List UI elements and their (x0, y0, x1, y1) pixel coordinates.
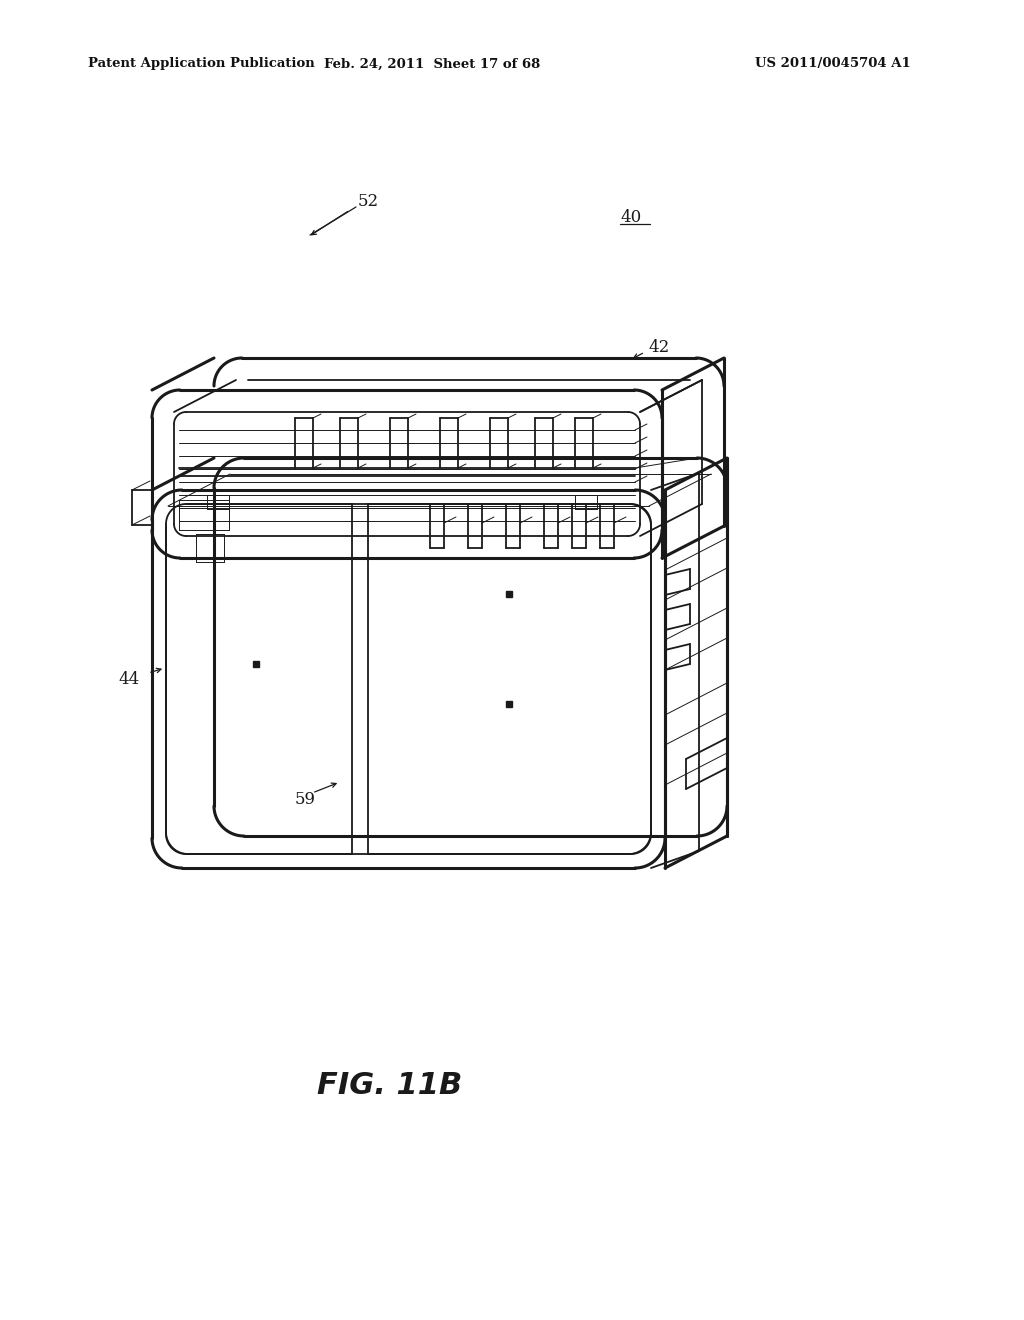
Text: 42: 42 (648, 339, 670, 356)
Text: 40: 40 (620, 210, 641, 227)
Text: FIG. 11B: FIG. 11B (317, 1071, 463, 1100)
Text: 44: 44 (119, 672, 140, 689)
Text: Feb. 24, 2011  Sheet 17 of 68: Feb. 24, 2011 Sheet 17 of 68 (324, 58, 540, 70)
Text: US 2011/0045704 A1: US 2011/0045704 A1 (755, 58, 910, 70)
Text: Patent Application Publication: Patent Application Publication (88, 58, 314, 70)
Text: 59: 59 (295, 792, 315, 808)
Text: 52: 52 (358, 194, 379, 210)
